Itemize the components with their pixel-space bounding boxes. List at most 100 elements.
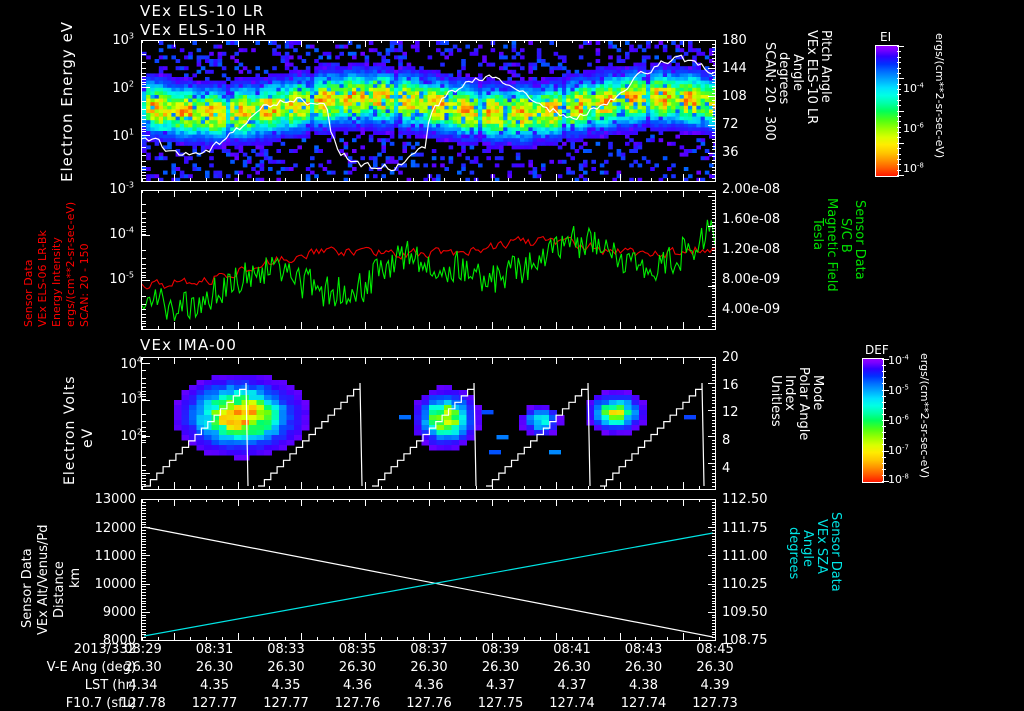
panel1-ytick-100: 102	[112, 79, 134, 96]
panel3-ytick-0: 104	[120, 355, 142, 372]
bottom-cell-r0-c7: 26.30	[624, 660, 663, 675]
panel3-right-label-unitless: Unitless	[768, 375, 783, 427]
panel1-spectrogram	[142, 41, 715, 181]
panel2-r-ytick-1: 1.60e-08	[722, 212, 781, 227]
bottom-row-label-f107: F10.7 (sfu)	[65, 696, 136, 711]
bottom-cell-r2-c1: 127.77	[191, 696, 238, 711]
panel2-r-ytick-3: 8.00e-09	[722, 272, 781, 287]
colorbar-def-tick-0: 10-4	[888, 353, 909, 367]
panel2-ytick-0: 10-3	[109, 180, 134, 197]
colorbar-ei-tick-2: 10-8	[903, 161, 924, 175]
panel1-right-label-scan: SCAN: 20 - 300	[762, 42, 777, 141]
panel1-r-ytick-108: 108	[722, 89, 747, 104]
bottom-time-1: 08:31	[195, 642, 234, 657]
bottom-cell-r2-c0: 127.78	[120, 696, 166, 711]
bottom-cell-r1-c6: 4.37	[557, 678, 587, 693]
panel1-ytick-1000: 103	[112, 31, 134, 48]
panel1-r-ytick-72: 72	[722, 117, 739, 132]
colorbar-def-tick-4: 10-8	[888, 472, 909, 486]
panel4-ytick-4: 9000	[102, 605, 136, 620]
bottom-cell-r2-c5: 127.75	[477, 696, 524, 711]
panel4-right-label-sensor: Sensor Data	[828, 512, 843, 592]
panel3-r-ytick-2: 12	[722, 405, 739, 420]
bottom-cell-r0-c0: 26.30	[124, 660, 162, 675]
bottom-cell-r2-c2: 127.77	[263, 696, 309, 711]
panel4-right-label-degrees: degrees	[786, 527, 801, 580]
panel3-right-label-mode: Mode	[810, 375, 825, 411]
panel1-plot-area	[141, 40, 716, 182]
panel4-r-ytick-2: 111.00	[722, 549, 768, 564]
panel4-ytick-2: 11000	[94, 549, 136, 564]
bottom-time-2: 08:33	[267, 642, 305, 657]
panel1-y-axis-label: Electron Energy eV	[58, 20, 76, 182]
panel2-left-label-quantity: Energy Intensity	[50, 237, 63, 327]
panel4-r-ytick-1: 111.75	[722, 521, 768, 536]
panel2-plot-area	[141, 190, 716, 330]
bottom-cell-r1-c5: 4.37	[486, 678, 515, 693]
panel2-lines	[142, 191, 715, 329]
bottom-cell-r0-c4: 26.30	[410, 660, 448, 675]
bottom-cell-r1-c2: 4.35	[271, 678, 301, 693]
panel2-left-label-scan: SCAN: 20 - 150	[78, 243, 91, 327]
panel3-y-axis-label-a: Electron Volts	[62, 375, 78, 485]
bottom-cell-r1-c0: 4.34	[128, 678, 158, 693]
bottom-time-0: 08:29	[124, 642, 162, 657]
colorbar-def-tick-3: 10-7	[888, 443, 909, 457]
panel2-left-label-instrument: VEx ELS-06 LR-Bk	[36, 230, 49, 327]
panel4-right-label-sza: VEx SZA	[814, 519, 829, 574]
colorbar-def	[862, 358, 884, 483]
panel4-lines	[142, 500, 715, 640]
bottom-cell-r0-c8: 26.30	[696, 660, 734, 675]
bottom-cell-r2-c8: 127.73	[692, 696, 738, 711]
colorbar-ei-tick-1: 10-6	[903, 121, 924, 135]
panel1-r-ytick-36: 36	[722, 145, 739, 160]
panel2-right-label-magfield: Magnetic Field	[824, 198, 839, 292]
panel2-ytick-1: 10-4	[109, 225, 134, 242]
bottom-time-8: 08:45	[696, 642, 734, 657]
bottom-cell-r0-c2: 26.30	[267, 660, 305, 675]
bottom-time-3: 08:35	[338, 642, 377, 657]
colorbar-ei-units: ergs/(cm**2-sr-sec-eV)	[933, 33, 946, 159]
bottom-cell-r2-c3: 127.76	[334, 696, 381, 711]
panel4-r-ytick-5: 108.75	[722, 633, 768, 648]
panel3-r-ytick-0: 20	[722, 350, 739, 365]
bottom-row-label-ve-ang: V-E Ang (deg)	[46, 660, 136, 675]
panel4-ytick-1: 12000	[94, 521, 136, 536]
panel4-ytick-0: 13000	[94, 492, 136, 507]
bottom-row-label-lst: LST (hr)	[84, 678, 136, 693]
panel1-right-label-sensor: VEx ELS-10 LR	[804, 30, 819, 125]
panel2-r-ytick-0: 2.00e-08	[722, 182, 781, 197]
panel1-ytick-10: 101	[112, 127, 134, 144]
panel2-right-label-tesla: Tesla	[810, 218, 825, 251]
panel3-r-ytick-3: 8	[722, 433, 731, 448]
panel4-left-label-alt: VEx Alt/Venus/Pd	[36, 524, 51, 635]
panel3-r-ytick-4: 4	[722, 461, 731, 476]
bottom-cell-r0-c5: 26.30	[481, 660, 520, 675]
colorbar-ei	[875, 45, 899, 177]
panel2-r-ytick-4: 4.00e-09	[722, 302, 781, 317]
panel2-right-label-scb: S/C B	[838, 218, 853, 253]
bottom-date-label: 2013/332	[73, 642, 136, 657]
bottom-cell-r2-c6: 127.74	[549, 696, 595, 711]
bottom-cell-r1-c1: 4.35	[200, 678, 229, 693]
bottom-time-4: 08:37	[410, 642, 448, 657]
bottom-cell-r0-c1: 26.30	[195, 660, 234, 675]
panel1-r-ytick-144: 144	[722, 61, 747, 76]
panel4-ytick-5: 8000	[102, 633, 136, 648]
panel1-r-ytick-180: 180	[722, 33, 747, 48]
panel3-ytick-2: 102	[120, 427, 142, 444]
panel2-right-label-sensor: Sensor Data	[852, 200, 867, 280]
panel4-left-label-distance: Distance	[52, 561, 67, 618]
bottom-cell-r1-c3: 4.36	[343, 678, 372, 693]
panel4-r-ytick-0: 112.50	[722, 492, 768, 507]
bottom-cell-r0-c3: 26.30	[338, 660, 377, 675]
panel2-r-ytick-2: 1.20e-08	[722, 242, 781, 257]
colorbar-ei-title: EI	[880, 30, 892, 44]
bottom-time-6: 08:41	[553, 642, 591, 657]
bottom-cell-r2-c4: 127.76	[406, 696, 452, 711]
panel3-right-label-index: Index	[782, 375, 797, 411]
panel1-title-hr: VEx ELS-10 HR	[140, 21, 268, 39]
panel1-title-lr: VEx ELS-10 LR	[140, 2, 265, 20]
bottom-time-7: 08:43	[624, 642, 663, 657]
